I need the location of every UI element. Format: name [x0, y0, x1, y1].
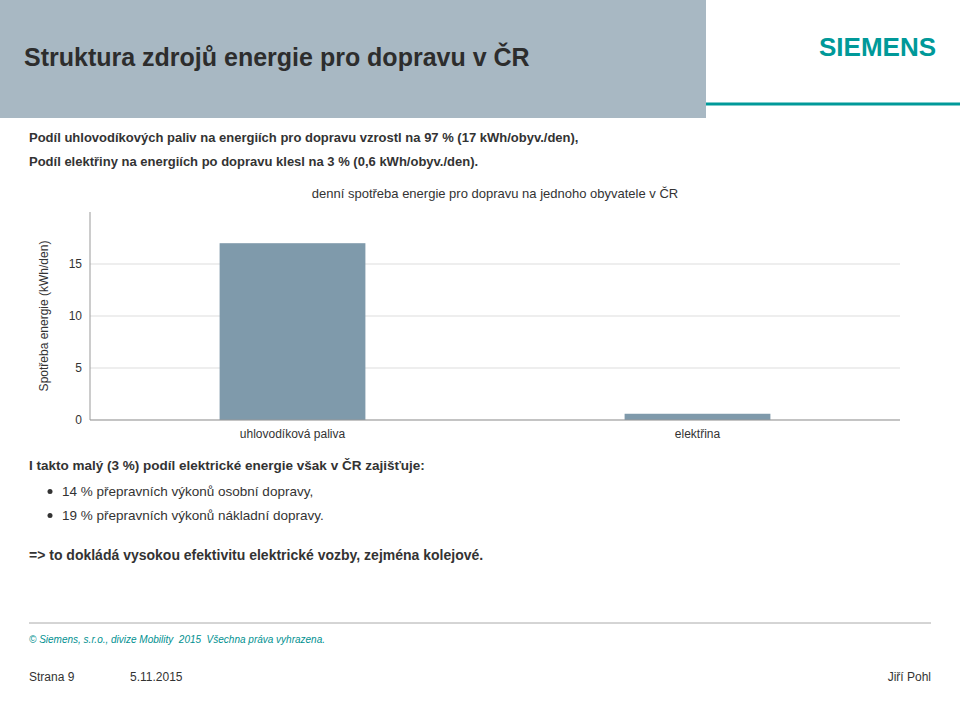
subtitle: Podíl uhlovodíkových paliv na energiích …	[29, 130, 578, 145]
footer-conclusion: => to dokládá vysokou efektivitu elektri…	[29, 547, 483, 563]
grid-line	[90, 264, 900, 265]
y-axis-label: Spotřeba energie (kWh/den)	[37, 241, 51, 392]
page-number: Strana 9	[29, 670, 75, 684]
grid-line	[90, 316, 900, 317]
bar	[220, 243, 366, 420]
bullet-marker	[48, 489, 53, 494]
y-tick-label: 5	[75, 361, 82, 375]
page: SIEMENS Struktura zdrojů energie pro dopr…	[0, 0, 960, 705]
bar	[625, 414, 771, 420]
separator	[29, 623, 931, 624]
y-tick-label: 0	[75, 413, 82, 427]
footer-bullet: 14 % přepravních výkonů osobní dopravy,	[62, 484, 313, 499]
date: 5.11.2015	[130, 670, 183, 684]
y-axis-line	[90, 212, 91, 420]
copyright: © Siemens, s.r.o., divize Mobility 2015 …	[29, 634, 325, 645]
x-axis-line	[90, 420, 900, 421]
logo-line	[706, 103, 960, 106]
footer-intro: I takto malý (3 %) podíl elektrické ener…	[29, 458, 425, 473]
subtitle: Podíl elektřiny na energiích po dopravu …	[29, 154, 478, 169]
x-tick-label: elektřina	[675, 427, 721, 441]
bullet-marker	[48, 513, 53, 518]
x-tick-label: uhlovodíková paliva	[240, 427, 346, 441]
grid-line	[90, 420, 900, 421]
y-tick-label: 10	[69, 309, 83, 323]
grid-line	[90, 368, 900, 369]
bars	[220, 243, 771, 420]
grid	[90, 264, 900, 420]
y-tick-label: 15	[69, 257, 83, 271]
header-band	[0, 0, 960, 118]
logo-box	[706, 0, 960, 118]
author: Jiří Pohl	[888, 670, 931, 684]
logo-text: SIEMENS	[819, 32, 936, 62]
chart-title: denní spotřeba energie pro dopravu na je…	[312, 186, 678, 201]
footer-bullet: 19 % přepravních výkonů nákladní dopravy…	[62, 508, 324, 523]
page-title: Struktura zdrojů energie pro dopravu v Č…	[24, 42, 530, 71]
